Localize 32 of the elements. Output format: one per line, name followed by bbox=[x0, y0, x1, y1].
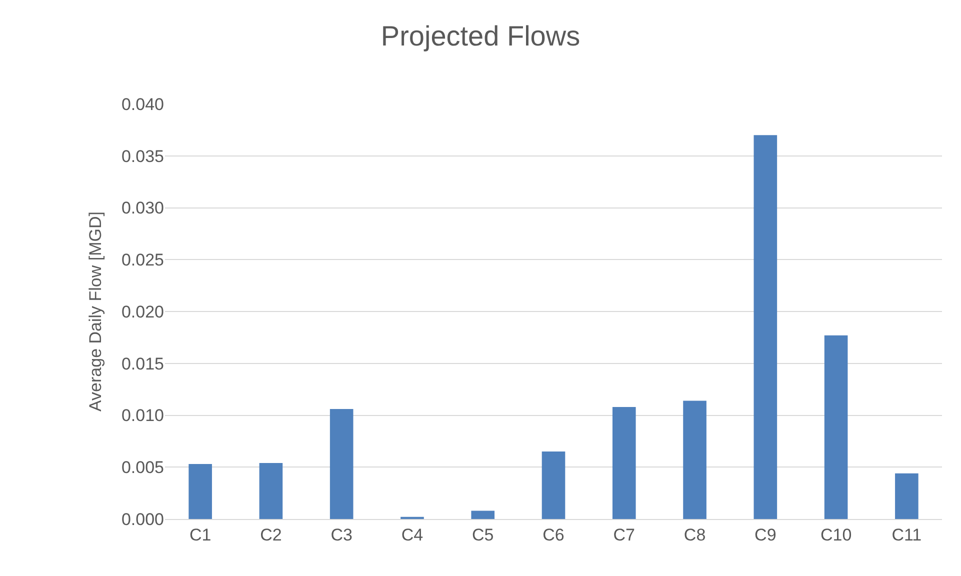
y-tick-label: 0.000 bbox=[121, 510, 164, 529]
y-tick-label: 0.025 bbox=[121, 250, 164, 270]
bar bbox=[612, 406, 636, 519]
x-tick-label: C10 bbox=[820, 525, 852, 544]
x-tick-label: C6 bbox=[542, 525, 564, 544]
chart-title: Projected Flows bbox=[380, 20, 580, 52]
y-tick-label: 0.035 bbox=[121, 146, 164, 166]
y-axis-title: Average Daily Flow [MGD] bbox=[86, 212, 106, 412]
bar bbox=[259, 462, 283, 519]
x-tick-label: C2 bbox=[260, 525, 282, 544]
bar bbox=[754, 135, 778, 519]
x-tick-label: C4 bbox=[401, 525, 424, 544]
y-tick-label: 0.020 bbox=[121, 302, 164, 322]
y-tick-label: 0.005 bbox=[121, 458, 164, 478]
y-tick-label: 0.015 bbox=[121, 354, 164, 374]
bar bbox=[188, 464, 212, 519]
y-tick-label: 0.040 bbox=[121, 94, 164, 114]
y-tick-label: 0.010 bbox=[121, 406, 164, 426]
x-tick-label: C3 bbox=[330, 525, 352, 544]
x-tick-label: C7 bbox=[613, 525, 636, 544]
bar bbox=[824, 335, 848, 519]
bar bbox=[330, 409, 354, 519]
bar bbox=[542, 452, 566, 519]
y-tick-label: 0.030 bbox=[121, 198, 164, 218]
x-tick-label: C1 bbox=[189, 525, 212, 544]
bar bbox=[895, 473, 918, 519]
bar bbox=[471, 510, 495, 519]
x-tick-label: C9 bbox=[754, 525, 776, 544]
bar bbox=[683, 400, 706, 519]
x-tick-label: C5 bbox=[472, 525, 494, 544]
x-tick-label: C8 bbox=[684, 525, 706, 544]
x-tick-label: C11 bbox=[892, 525, 922, 544]
